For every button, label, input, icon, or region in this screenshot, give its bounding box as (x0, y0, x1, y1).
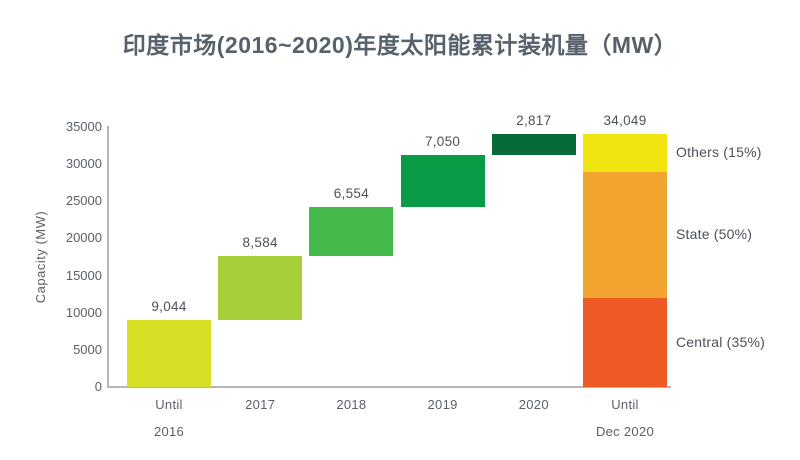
waterfall-bar (218, 256, 303, 320)
waterfall-bar (491, 134, 576, 155)
y-tick-label: 5000 (73, 341, 102, 357)
y-tick-label: 25000 (65, 193, 102, 209)
bar-value-label: 9,044 (151, 298, 187, 314)
waterfall-bar (309, 207, 394, 257)
y-tick-label: 15000 (65, 267, 102, 283)
bar-segment-others (583, 134, 667, 172)
bar-segment-central (583, 298, 667, 387)
y-tick-label: 0 (94, 379, 102, 394)
x-tick-label: 2019 (393, 391, 493, 418)
x-tick-label-line: Dec 2020 (595, 424, 655, 439)
bar-segment-state (583, 172, 667, 299)
waterfall-bar (127, 319, 211, 387)
legend-label-others: Others (15%) (676, 144, 762, 161)
x-tick-label-line: 2018 (336, 397, 367, 412)
legend-label-central: Central (35%) (676, 333, 765, 350)
bar-value-label: 34,049 (603, 113, 647, 129)
legend-label-state: State (50%) (676, 226, 753, 243)
x-tick-label-line: Until (155, 397, 183, 412)
bar-value-label: 8,584 (242, 235, 278, 251)
x-tick-label: Until 2016 (119, 391, 219, 445)
y-tick-label: 35000 (65, 119, 102, 134)
x-tick-label: Until Dec 2020 (575, 391, 675, 445)
bar-value-label: 6,554 (333, 186, 370, 202)
chart-title: 印度市场(2016~2020)年度太阳能累计装机量（MW） (122, 32, 678, 58)
x-tick-label: 2020 (484, 391, 584, 418)
bar-value-label: 2,817 (516, 113, 552, 129)
x-tick-label-line: 2017 (245, 397, 276, 412)
x-tick-label-line: 2016 (153, 424, 185, 439)
y-tick-label: 30000 (65, 156, 102, 172)
cumulative-stacked-bar (583, 134, 667, 387)
x-axis-line (107, 386, 671, 388)
y-tick-label: 10000 (65, 304, 102, 320)
x-tick-label: 2018 (301, 391, 401, 418)
x-tick-label: 2017 (210, 391, 310, 418)
y-axis-line (107, 126, 109, 387)
x-tick-label-line: 2019 (427, 397, 458, 412)
x-tick-label-line: Until (611, 397, 639, 412)
waterfall-bar (400, 154, 485, 208)
y-tick-label: 20000 (65, 230, 102, 246)
bar-value-label: 7,050 (424, 133, 461, 149)
x-tick-label-line: 2020 (518, 397, 549, 412)
